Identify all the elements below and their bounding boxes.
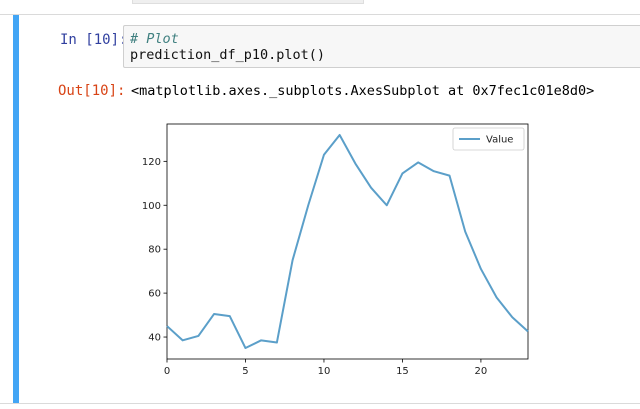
y-tick-label: 80	[148, 245, 161, 256]
x-tick-label: 10	[318, 366, 331, 377]
legend-box	[452, 127, 525, 151]
cell-selection-bar	[13, 15, 19, 403]
code-line: prediction_df_p10.plot()	[130, 47, 326, 63]
x-tick-label: 5	[242, 366, 248, 377]
output-text: <matplotlib.axes._subplots.AxesSubplot a…	[131, 83, 595, 99]
legend-label: Value	[486, 135, 513, 146]
input-prompt: In [10]:	[60, 32, 128, 48]
x-tick-label: 20	[475, 366, 488, 377]
code-input-area[interactable]: # Plot prediction_df_p10.plot()	[123, 25, 640, 68]
notebook-cell[interactable]: In [10]: # Plot prediction_df_p10.plot()…	[0, 14, 640, 404]
previous-output-stub	[132, 0, 364, 4]
line-chart: 0 5 10 15 20 40 60 80 100 120 Value	[142, 123, 529, 377]
output-prompt: Out[10]:	[58, 83, 126, 99]
y-tick-label: 100	[142, 201, 161, 212]
y-tick-label: 120	[142, 157, 161, 168]
series-line-value	[166, 133, 529, 350]
plot-frame	[166, 123, 529, 360]
y-tick-label: 40	[148, 333, 161, 344]
y-tick-label: 60	[148, 289, 161, 300]
x-tick-label: 15	[396, 366, 409, 377]
code-comment: # Plot	[130, 31, 179, 47]
x-tick-label: 0	[164, 366, 170, 377]
